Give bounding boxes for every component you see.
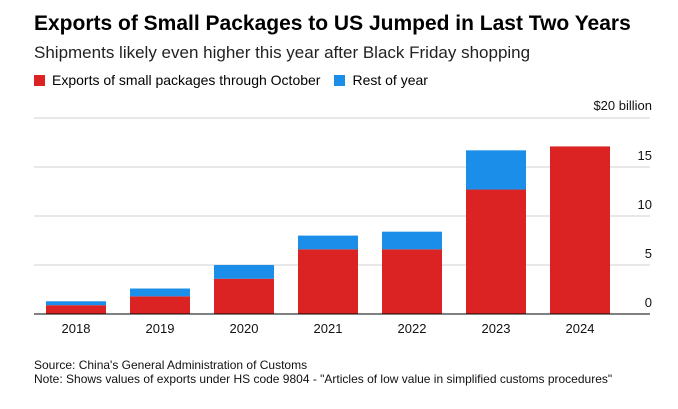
- bar-2022-rest-of-year: [382, 231, 442, 250]
- bar-2019-through-october: [130, 296, 190, 314]
- chart-footer: Source: China's General Administration o…: [34, 358, 634, 386]
- bar-2020-through-october: [214, 278, 274, 314]
- y-tick-label-5: 5: [645, 246, 652, 261]
- bar-2018-through-october: [46, 305, 106, 314]
- x-tick-label-2019: 2019: [146, 321, 175, 336]
- chart-title: Exports of Small Packages to US Jumped i…: [34, 12, 631, 35]
- x-tick-label-2024: 2024: [566, 321, 595, 336]
- bar-2020-rest-of-year: [214, 265, 274, 279]
- y-tick-label-15: 15: [638, 148, 652, 163]
- y-tick-label-0: 0: [645, 295, 652, 310]
- legend-label-october: Exports of small packages through Octobe…: [52, 72, 321, 88]
- source-note: Source: China's General Administration o…: [34, 358, 308, 372]
- x-tick-label-2018: 2018: [62, 321, 91, 336]
- bar-2018-rest-of-year: [46, 301, 106, 306]
- bar-2024-through-october: [550, 146, 610, 314]
- bar-2023-rest-of-year: [466, 150, 526, 190]
- bar-2023-through-october: [466, 189, 526, 314]
- bar-chart: 0 5 10 15 $20 billion 2018 2019 2020 2021 2022 202…: [34, 98, 652, 336]
- x-tick-label-2021: 2021: [314, 321, 343, 336]
- bar-2022-through-october: [382, 249, 442, 314]
- chart-subtitle: Shipments likely even higher this year a…: [34, 43, 531, 62]
- x-tick-label-2022: 2022: [398, 321, 427, 336]
- legend-item-rest-of-year: Rest of year: [334, 72, 428, 88]
- footnote: Note: Shows values of exports under HS c…: [34, 372, 613, 386]
- bar-2021-rest-of-year: [298, 235, 358, 250]
- y-tick-label-10: 10: [638, 197, 652, 212]
- y-tick-label-20: $20 billion: [593, 98, 652, 113]
- x-tick-label-2023: 2023: [482, 321, 511, 336]
- bar-2021-through-october: [298, 249, 358, 314]
- bar-2019-rest-of-year: [130, 288, 190, 297]
- legend-item-october: Exports of small packages through Octobe…: [34, 72, 320, 88]
- legend: Exports of small packages through Octobe…: [34, 72, 442, 88]
- legend-swatch-october: [34, 74, 45, 86]
- legend-label-rest-of-year: Rest of year: [352, 72, 428, 88]
- x-tick-label-2020: 2020: [230, 321, 259, 336]
- legend-swatch-rest-of-year: [334, 74, 346, 86]
